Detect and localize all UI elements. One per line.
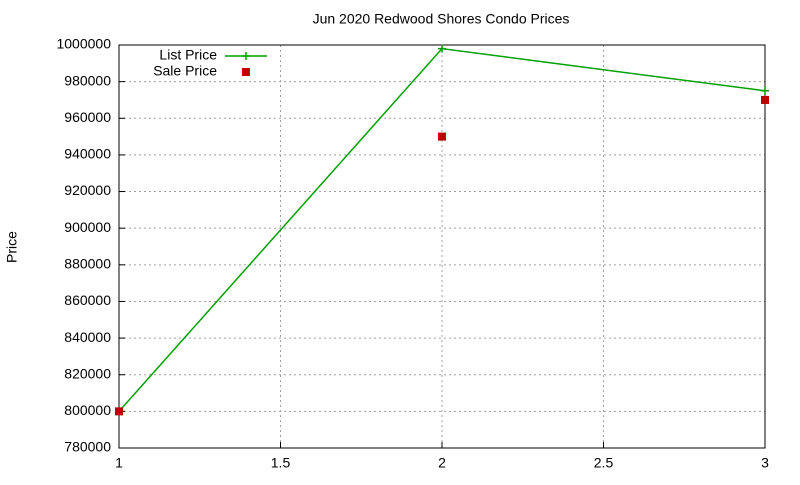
y-tick-label: 820000: [64, 365, 111, 381]
chart-title: Jun 2020 Redwood Shores Condo Prices: [313, 11, 570, 27]
x-tick-label: 2: [438, 455, 446, 471]
y-tick-label: 780000: [64, 439, 111, 455]
legend-label: List Price: [159, 47, 217, 63]
y-tick-label: 800000: [64, 402, 111, 418]
y-tick-label: 900000: [64, 219, 111, 235]
x-tick-label: 3: [761, 455, 769, 471]
point-marker: [115, 407, 123, 416]
y-tick-label: 940000: [64, 146, 111, 162]
y-tick-label: 920000: [64, 182, 111, 198]
legend-marker: [242, 52, 250, 60]
point-marker: [438, 132, 446, 141]
legend-label: Sale Price: [153, 63, 217, 79]
point-marker: [761, 95, 769, 104]
x-tick-label: 1.5: [271, 455, 291, 471]
y-tick-label: 1000000: [56, 36, 111, 52]
x-tick-label: 1: [115, 455, 123, 471]
y-tick-label: 840000: [64, 329, 111, 345]
point-marker: [761, 86, 769, 95]
y-tick-label: 960000: [64, 109, 111, 125]
legend-marker: [242, 68, 250, 76]
y-tick-label: 860000: [64, 292, 111, 308]
y-tick-label: 980000: [64, 72, 111, 88]
y-tick-label: 880000: [64, 256, 111, 272]
y-axis-label: Price: [4, 231, 20, 263]
point-marker: [438, 44, 446, 53]
x-tick-label: 2.5: [594, 455, 614, 471]
